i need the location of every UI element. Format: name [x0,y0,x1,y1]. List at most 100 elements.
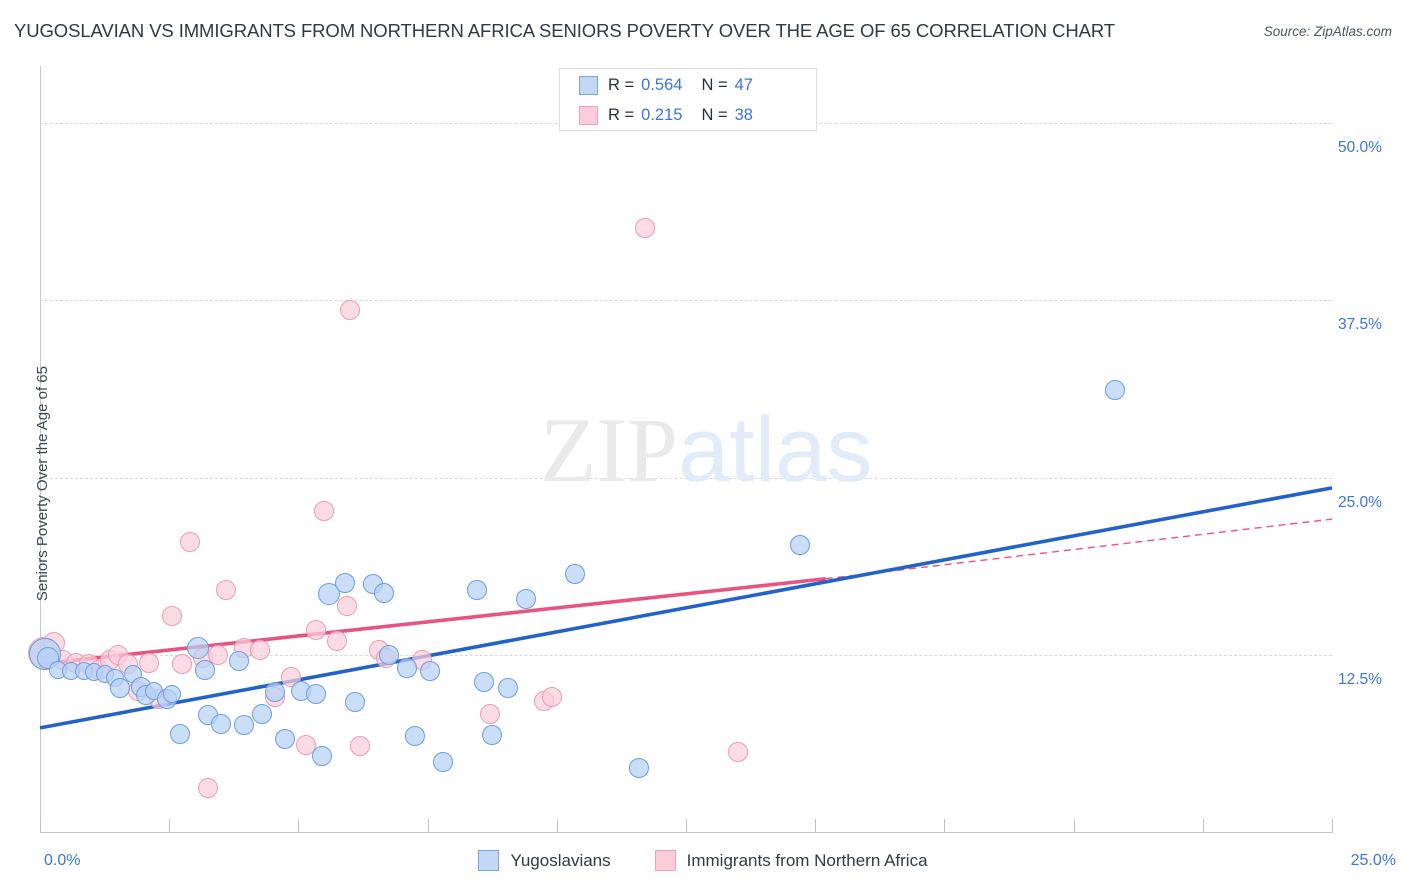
scatter-point[interactable] [474,672,495,693]
scatter-point[interactable] [318,583,341,606]
scatter-point[interactable] [466,580,487,601]
gridline [40,300,1332,302]
scatter-point[interactable] [161,605,182,626]
scatter-point[interactable] [373,582,394,603]
scatter-point[interactable] [314,500,335,521]
plot-area: ZIPatlas Seniors Poverty Over the Age of… [28,66,1382,833]
x-axis-min-label: 0.0% [44,852,81,869]
scatter-point[interactable] [727,742,748,763]
scatter-point[interactable] [197,777,218,798]
scatter-point[interactable] [345,692,366,713]
scatter-point[interactable] [169,723,190,744]
source-attribution: Source: ZipAtlas.com [1263,24,1392,39]
stat-swatch-blue [579,75,598,95]
x-axis-tick [40,819,41,833]
x-axis-tick [1202,819,1204,833]
scatter-point[interactable] [789,534,810,555]
scatter-point[interactable] [340,300,361,321]
x-axis-tick [1073,819,1075,833]
scatter-point[interactable] [311,746,332,767]
scatter-point[interactable] [378,645,399,666]
y-axis-title: Seniors Poverty Over the Age of 65 [34,366,51,602]
stat-n-label-blue: N = [701,75,728,94]
x-axis-tick [169,819,171,833]
scatter-point[interactable] [396,658,417,679]
x-axis-max-label: 25.0% [1350,852,1396,869]
trend-line [39,576,826,666]
scatter-point[interactable] [629,757,650,778]
scatter-point[interactable] [479,703,500,724]
scatter-point[interactable] [208,645,229,666]
scatter-point[interactable] [296,734,317,755]
legend-swatch-blue [478,850,500,871]
scatter-point[interactable] [350,736,371,757]
legend-item-yugoslavians[interactable]: Yugoslavians [478,850,611,871]
x-axis-tick [944,819,946,833]
stat-n-label-pink: N = [701,105,728,124]
scatter-point[interactable] [110,678,131,699]
scatter-point[interactable] [420,661,441,682]
stat-r-label-blue: R = [608,75,635,94]
x-axis-tick [427,819,429,833]
scatter-point[interactable] [327,631,348,652]
scatter-point[interactable] [186,637,209,660]
scatter-point[interactable] [228,651,249,672]
trend-line [825,518,1333,580]
scatter-point[interactable] [138,652,159,673]
scatter-point[interactable] [306,683,327,704]
x-axis-tick [686,819,687,833]
scatter-point[interactable] [265,682,286,703]
page-title: YUGOSLAVIAN VS IMMIGRANTS FROM NORTHERN … [14,20,1115,41]
scatter-point[interactable] [404,726,425,747]
scatter-point[interactable] [541,686,562,707]
scatter-point[interactable] [249,639,270,660]
scatter-point[interactable] [172,653,193,674]
legend-swatch-pink [654,850,676,871]
scatter-point[interactable] [334,573,355,593]
stat-n-value-pink: 38 [734,105,753,124]
legend-item-immigrants[interactable]: Immigrants from Northern Africa [654,850,928,871]
scatter-point[interactable] [515,588,536,609]
stat-row-yugoslavians: R = 0.564 N = 47 [560,71,816,99]
scatter-point[interactable] [433,751,454,772]
stat-swatch-pink [579,105,598,125]
gridline [40,655,1332,657]
x-axis-tick [815,819,817,833]
y-axis-tick-label: 50.0% [1338,138,1382,156]
series-legend: Yugoslavians Immigrants from Northern Af… [0,850,1406,871]
scatter-point[interactable] [216,580,237,601]
y-axis-tick-label: 25.0% [1338,493,1382,511]
trend-line [39,486,1333,730]
gridline [40,477,1332,479]
stat-r-value-pink: 0.215 [641,105,683,124]
scatter-point[interactable] [179,531,200,552]
scatter-point[interactable] [564,564,585,585]
y-axis-line [40,66,41,833]
x-axis-tick [298,819,300,833]
scatter-point[interactable] [1104,379,1125,400]
legend-label-immigrants: Immigrants from Northern Africa [686,850,928,870]
y-axis-tick-label: 12.5% [1338,671,1382,689]
stat-r-value-blue: 0.564 [641,75,683,94]
scatter-point[interactable] [337,595,358,616]
scatter-point[interactable] [195,659,216,680]
x-axis-tick [556,819,558,833]
scatter-point[interactable] [252,703,273,724]
correlation-stats-legend: R = 0.564 N = 47 R = 0.215 N = 38 [559,68,817,131]
trend-lines [39,486,1333,730]
stat-n-value-blue: 47 [734,75,753,94]
y-axis-tick-label: 37.5% [1338,316,1382,334]
scatter-point[interactable] [234,715,255,736]
scatter-point[interactable] [162,684,181,703]
scatter-point[interactable] [497,678,518,699]
stat-row-immigrants: R = 0.215 N = 38 [560,101,816,129]
scatter-point[interactable] [275,729,296,750]
scatter-point[interactable] [306,619,327,640]
stat-r-label-pink: R = [608,105,635,124]
scatter-point[interactable] [634,217,655,238]
scatter-point[interactable] [210,713,231,734]
legend-label-yugoslavians: Yugoslavians [510,850,611,870]
x-axis-tick [1332,819,1333,833]
scatter-point[interactable] [482,724,503,745]
